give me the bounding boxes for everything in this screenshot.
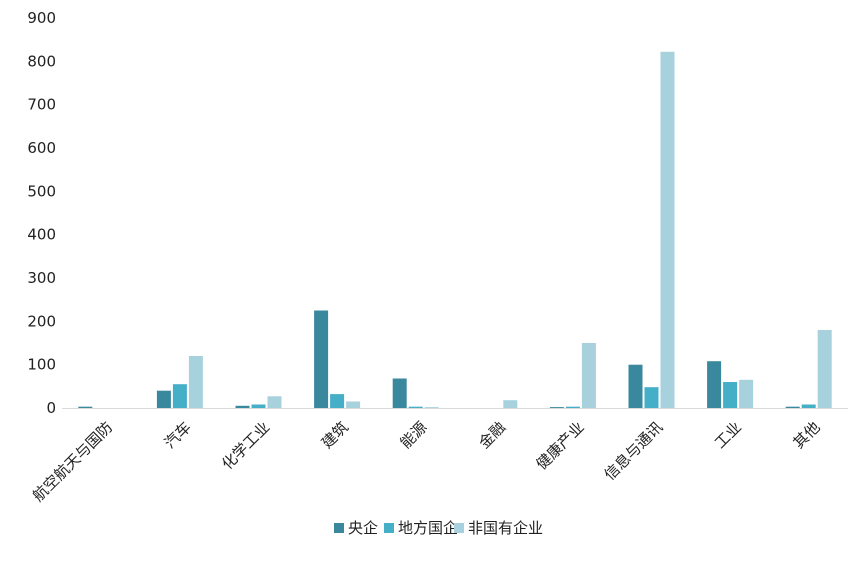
bars <box>78 51 832 409</box>
bar <box>267 396 282 408</box>
bar <box>565 406 580 408</box>
bar <box>723 382 738 408</box>
x-tick-label: 汽车 <box>161 418 195 452</box>
bar <box>739 379 754 408</box>
bar <box>424 407 439 408</box>
bar <box>503 400 518 408</box>
bar <box>172 384 187 408</box>
bar <box>644 387 659 408</box>
y-tick-label: 900 <box>27 9 56 27</box>
bar <box>314 310 329 408</box>
bar <box>581 343 596 408</box>
x-tick-label: 航空航天与国防 <box>29 418 116 505</box>
y-tick-label: 800 <box>27 52 56 70</box>
y-tick-label: 100 <box>27 356 56 374</box>
legend-swatch <box>454 523 464 533</box>
bar <box>628 364 643 408</box>
x-tick-label: 能源 <box>397 418 431 452</box>
bar <box>156 390 171 408</box>
legend-label: 非国有企业 <box>468 519 543 537</box>
y-axis: 0 100 200 300 400 500 600 700 800 900 <box>27 9 56 417</box>
legend-swatch <box>384 523 394 533</box>
bar <box>392 378 407 408</box>
x-tick-label: 金融 <box>475 418 509 452</box>
y-tick-label: 600 <box>27 139 56 157</box>
y-tick-label: 500 <box>27 182 56 200</box>
x-tick-label: 工业 <box>711 418 745 452</box>
bar <box>188 356 203 408</box>
bar <box>251 404 266 408</box>
y-tick-label: 0 <box>46 399 56 417</box>
legend-label: 央企 <box>348 519 378 537</box>
bar <box>785 406 800 408</box>
bar <box>408 406 423 408</box>
y-tick-label: 700 <box>27 96 56 114</box>
bar <box>78 406 93 408</box>
y-tick-label: 200 <box>27 312 56 330</box>
bar <box>330 394 345 408</box>
legend: 央企 地方国企 非国有企业 <box>334 519 543 537</box>
x-axis-labels: 航空航天与国防 汽车 化学工业 建筑 能源 金融 健康产业 信息与通讯 工业 其他 <box>29 418 823 505</box>
legend-swatch <box>334 523 344 533</box>
x-tick-label: 健康产业 <box>533 418 588 473</box>
y-tick-label: 300 <box>27 269 56 287</box>
bar <box>660 51 675 409</box>
x-tick-label: 其他 <box>790 418 824 452</box>
bar <box>346 401 361 408</box>
bar <box>801 404 816 408</box>
bar <box>707 361 722 408</box>
x-tick-label: 建筑 <box>318 418 352 452</box>
bar <box>235 405 250 408</box>
legend-label: 地方国企 <box>398 519 458 537</box>
x-tick-label: 化学工业 <box>218 418 273 473</box>
y-tick-label: 400 <box>27 226 56 244</box>
bar <box>817 330 832 408</box>
x-tick-label: 信息与通讯 <box>601 418 667 484</box>
bar <box>549 407 564 408</box>
